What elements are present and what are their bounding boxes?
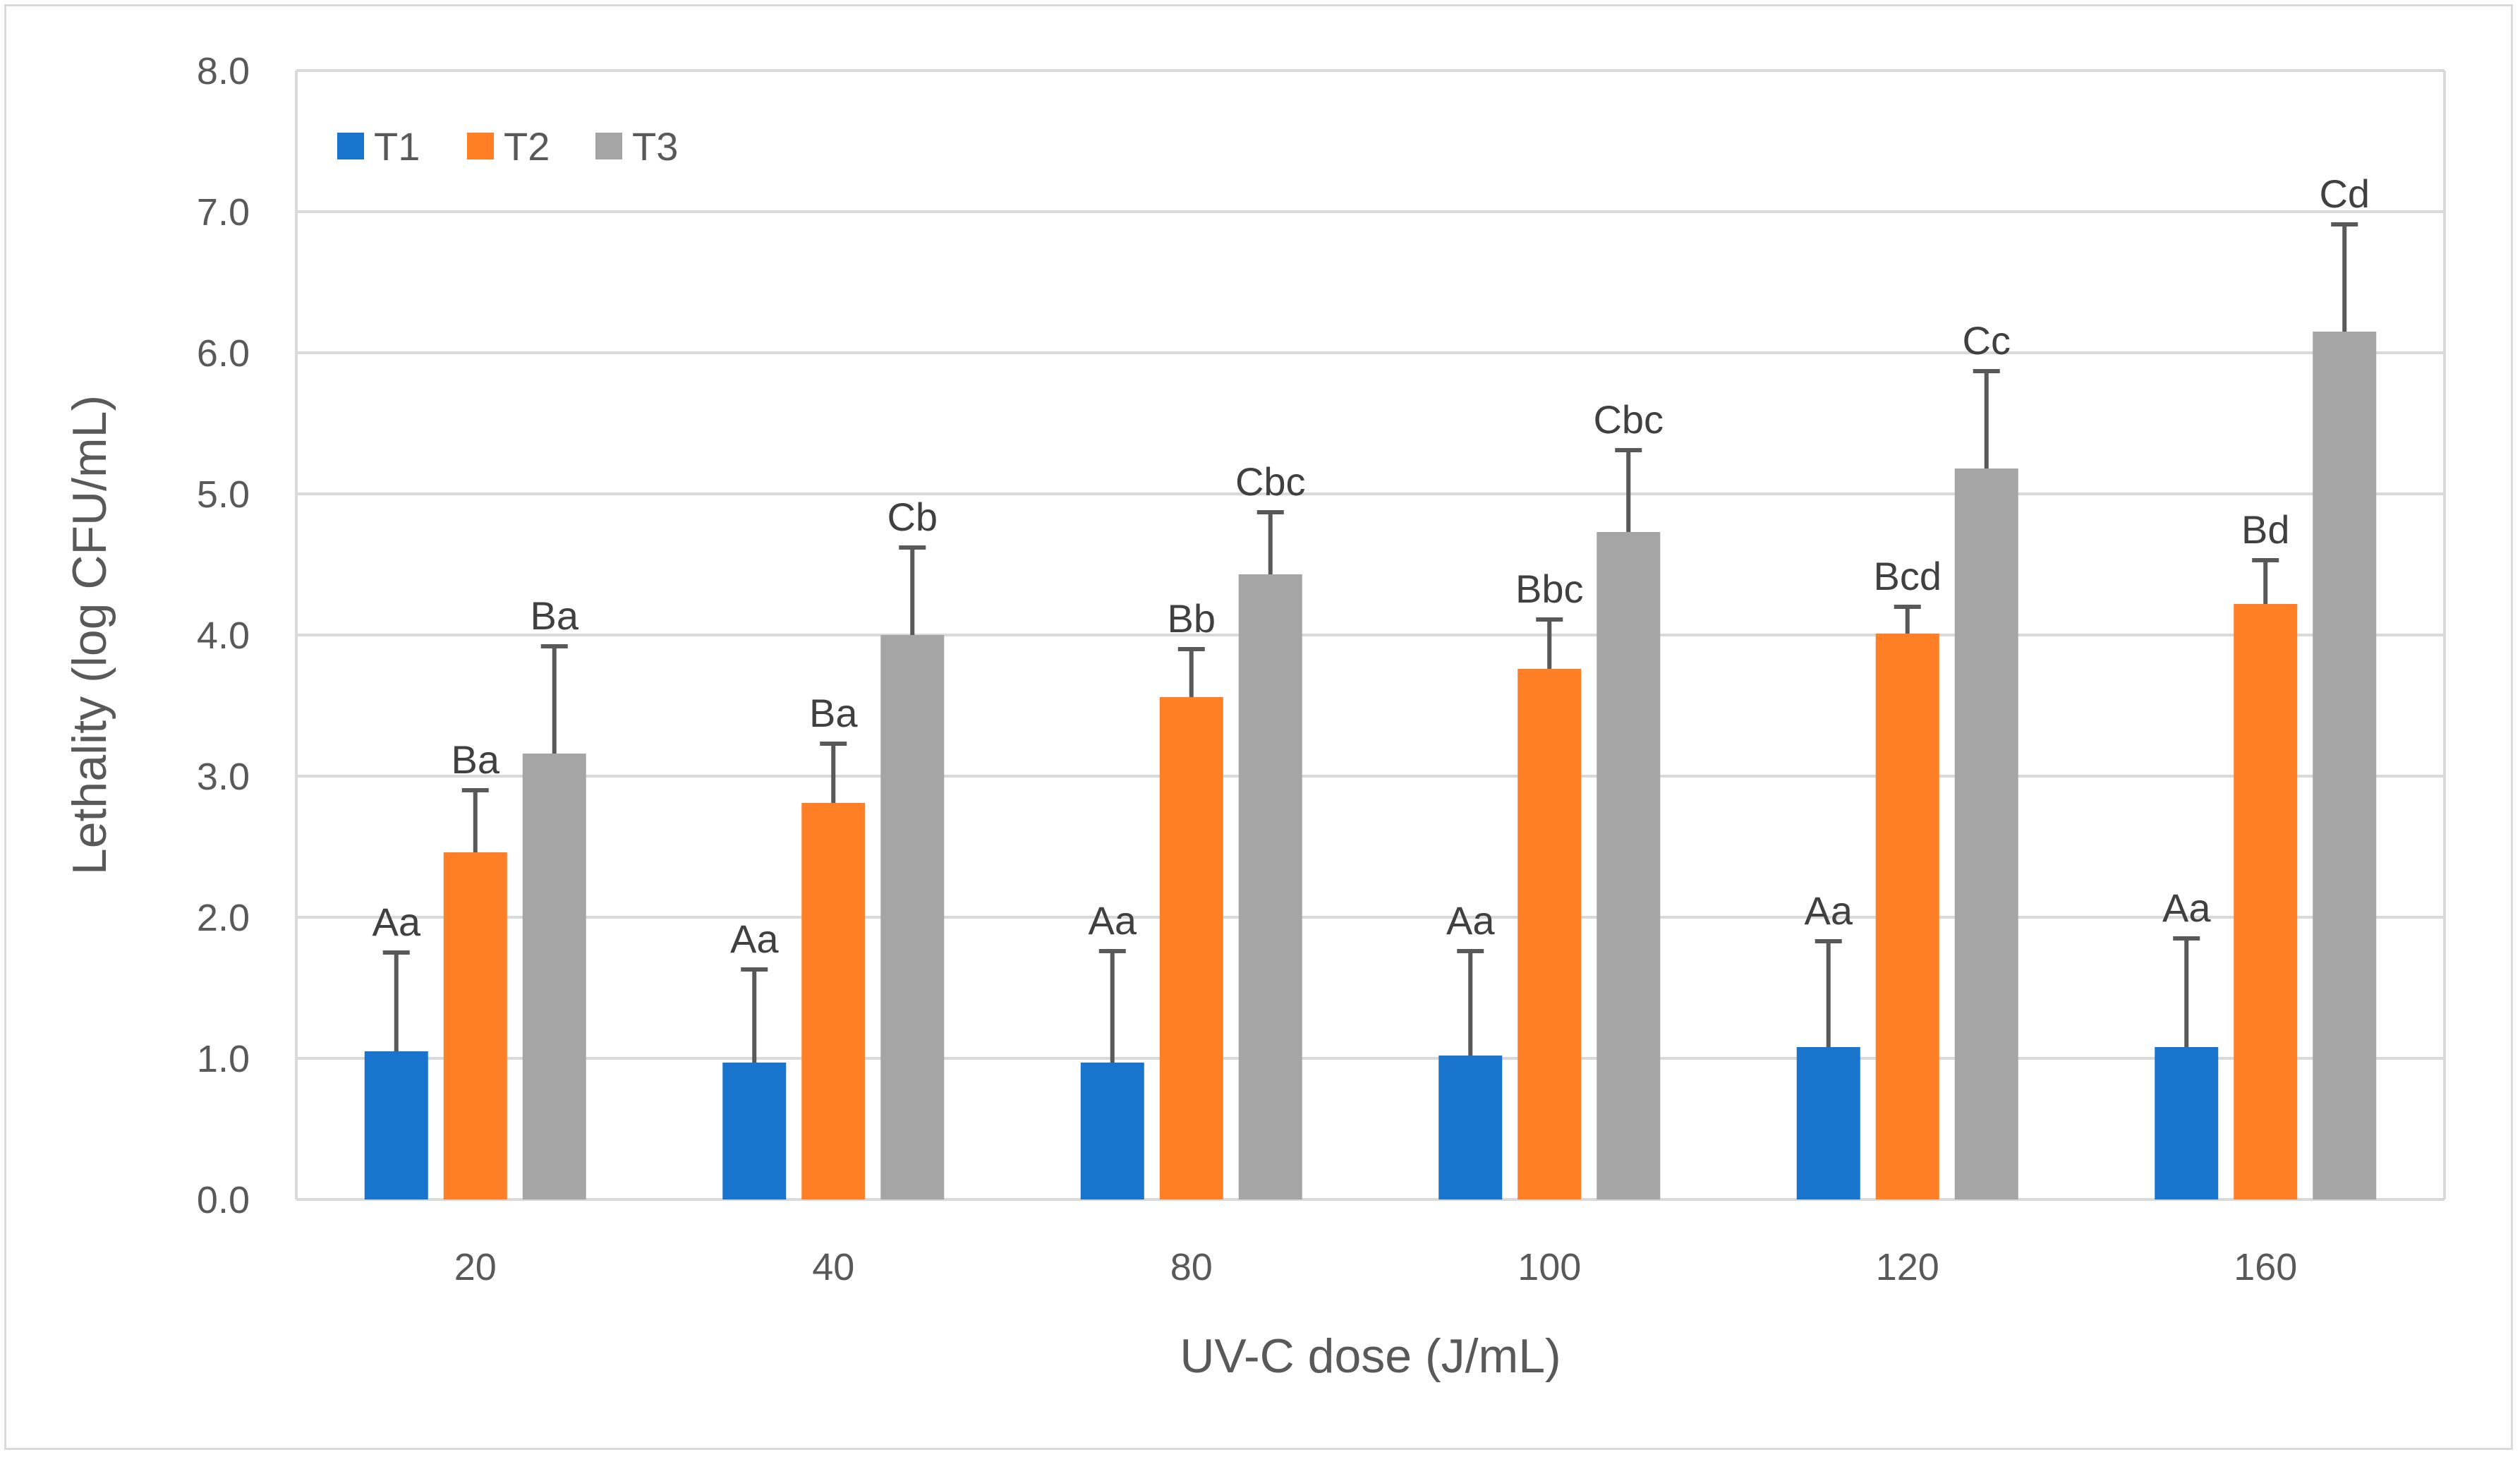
y-axis-title: Lethality (log CFU/mL) (63, 395, 116, 875)
bar-t2-80 (1159, 697, 1223, 1199)
y-tick-label: 1.0 (197, 1038, 250, 1080)
legend-label-t1: T1 (374, 124, 420, 169)
significance-label: Aa (1805, 888, 1853, 933)
y-tick-label: 3.0 (197, 756, 250, 798)
significance-label: Cbc (1235, 459, 1306, 504)
significance-label: Aa (2162, 885, 2211, 930)
significance-label: Bb (1168, 596, 1216, 641)
y-tick-label: 4.0 (197, 615, 250, 657)
bar-t3-100 (1597, 532, 1661, 1199)
bar-t2-160 (2234, 604, 2298, 1199)
gridlines (295, 69, 2446, 1201)
significance-label: Cc (1963, 318, 2011, 363)
y-tick-label: 5.0 (197, 473, 250, 516)
y-tick-label: 8.0 (197, 50, 250, 92)
significance-label: Aa (1446, 898, 1495, 943)
x-tick-label: 40 (812, 1246, 854, 1288)
y-tick-label: 6.0 (197, 332, 250, 375)
bar-t1-80 (1080, 1063, 1144, 1199)
error-bars (382, 222, 2358, 1063)
significance-label: Bd (2241, 507, 2290, 552)
bar-t2-40 (801, 803, 866, 1199)
bar-t1-100 (1438, 1056, 1503, 1199)
y-tick-label: 0.0 (197, 1179, 250, 1221)
x-tick-label: 120 (1876, 1246, 1939, 1288)
bar-t3-20 (522, 754, 586, 1199)
y-tick-label: 7.0 (197, 191, 250, 234)
x-tick-label: 80 (1170, 1246, 1213, 1288)
bar-t1-120 (1796, 1047, 1860, 1199)
bar-t1-160 (2155, 1047, 2219, 1199)
significance-label: Cd (2319, 171, 2370, 216)
significance-label: Cbc (1593, 397, 1664, 442)
legend-label-t2: T2 (504, 124, 550, 169)
legend: T1 T2 T3 (337, 124, 678, 169)
x-axis-title: UV-C dose (J/mL) (1180, 1329, 1561, 1383)
bar-t3-160 (2313, 332, 2377, 1199)
x-tick-label: 20 (454, 1246, 497, 1288)
legend-swatch-t3 (595, 133, 622, 159)
bar-t3-120 (1954, 468, 2018, 1199)
significance-label: Ba (809, 691, 858, 735)
legend-label-t3: T3 (632, 124, 678, 169)
significance-label: Aa (1089, 898, 1137, 943)
x-tick-label: 100 (1518, 1246, 1581, 1288)
bar-t1-40 (722, 1063, 787, 1199)
bars (364, 332, 2377, 1199)
significance-label: Aa (730, 917, 779, 961)
y-axis-ticks: 0.0 1.0 2.0 3.0 4.0 5.0 6.0 7.0 8.0 (197, 50, 250, 1221)
legend-swatch-t1 (337, 133, 364, 159)
significance-label: Ba (452, 737, 500, 782)
significance-label: Cb (887, 495, 938, 539)
y-tick-label: 2.0 (197, 897, 250, 939)
significance-labels: Aa Ba Ba Aa Ba Cb Aa Bb Cbc Aa Bbc Cbc Aa Bcd Cc Aa Bd Cd (372, 171, 2370, 961)
significance-label: Bcd (1874, 554, 1942, 598)
significance-label: Ba (531, 593, 579, 638)
significance-label: Bbc (1515, 567, 1584, 611)
bar-t1-20 (364, 1051, 428, 1199)
x-tick-label: 160 (2234, 1246, 2297, 1288)
bar-t2-120 (1875, 634, 1939, 1199)
legend-swatch-t2 (467, 133, 494, 159)
bar-t2-100 (1518, 669, 1582, 1199)
significance-label: Aa (372, 900, 421, 944)
bar-t3-80 (1238, 574, 1302, 1199)
x-axis-ticks: 20 40 80 100 120 160 (454, 1246, 2298, 1288)
bar-t3-40 (880, 635, 945, 1199)
bar-t2-20 (443, 852, 507, 1199)
